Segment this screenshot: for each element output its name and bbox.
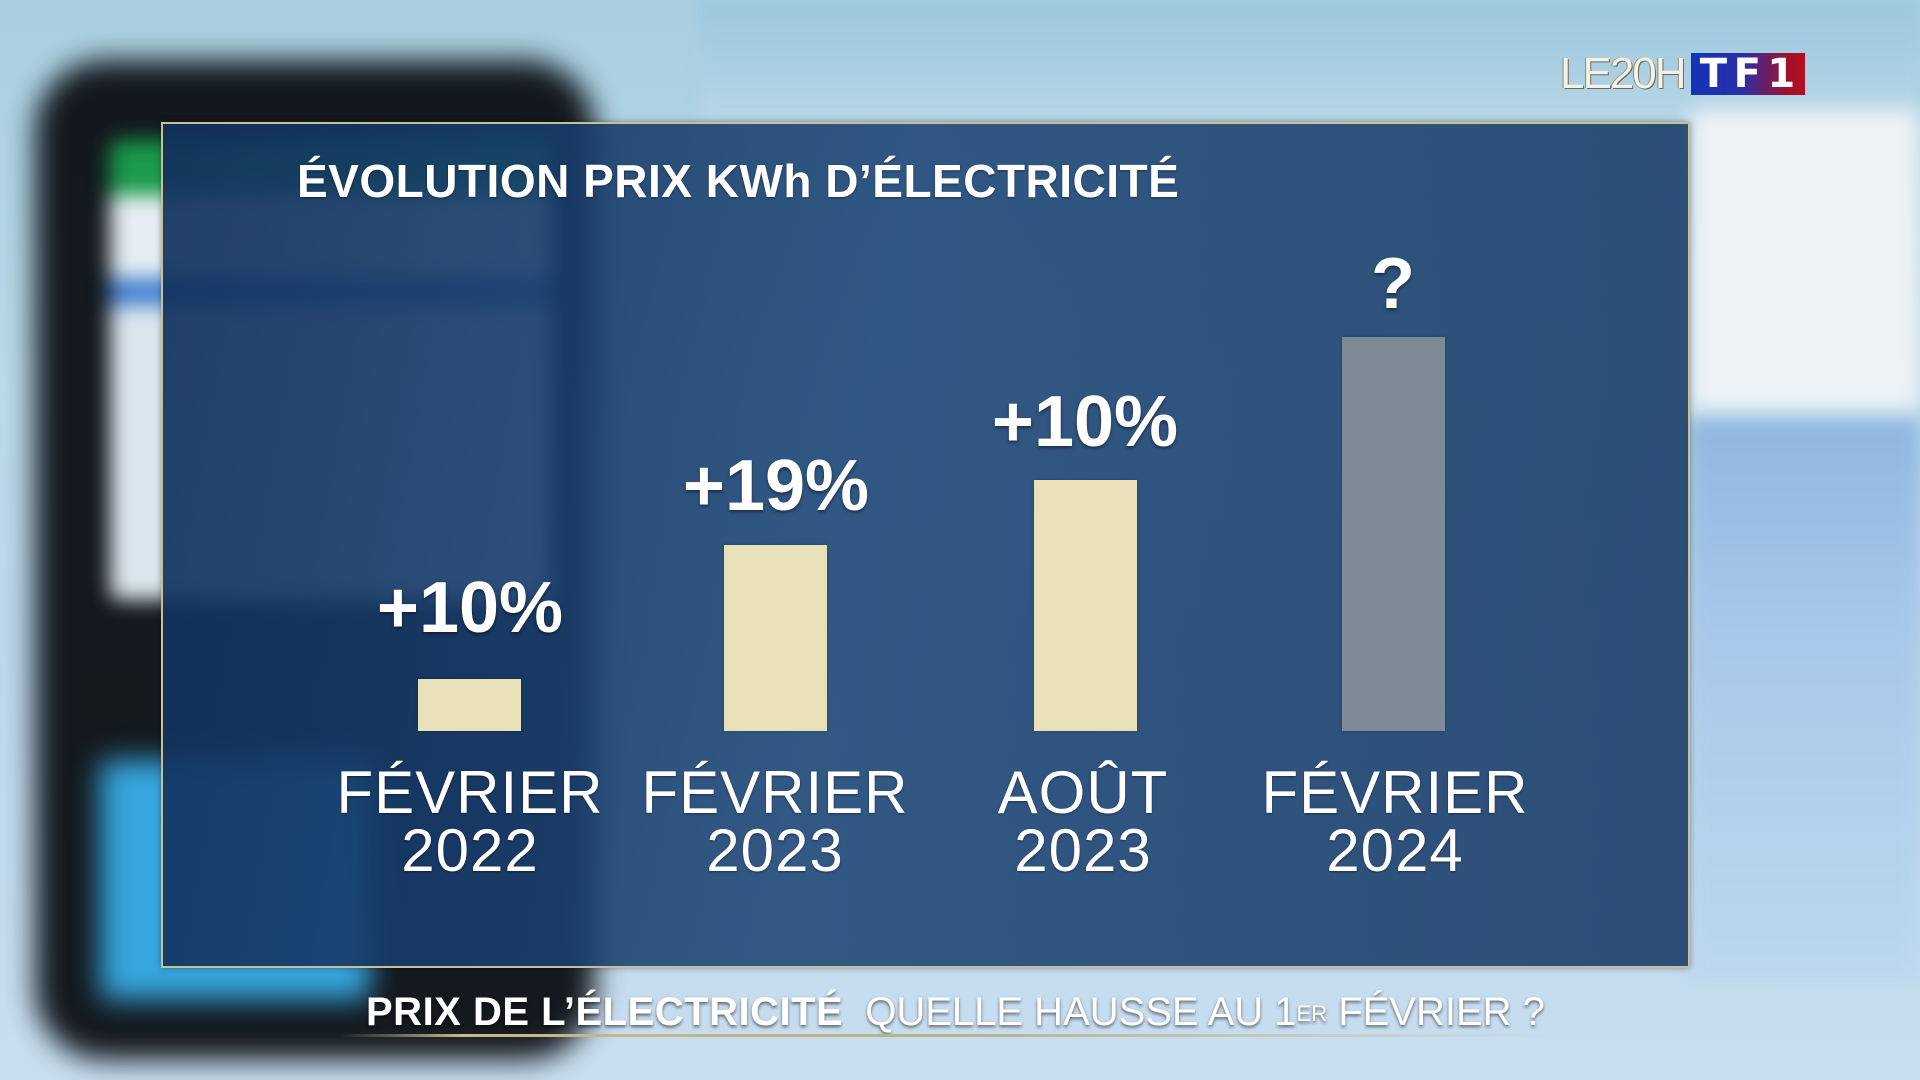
bar-fevrier-2022 — [418, 679, 521, 731]
banner-question-pre: QUELLE HAUSSE AU 1 — [865, 990, 1297, 1034]
bar-aout-2023 — [1034, 480, 1137, 731]
tf1-letter-f: F — [1733, 51, 1761, 97]
value-label-1: +10% — [376, 568, 564, 648]
lower-third-banner: PRIX DE L’ÉLECTRICITÉ QUELLE HAUSSE AU 1E… — [366, 990, 1545, 1034]
value-label-2: +19% — [682, 446, 870, 526]
category-label-1-year: 2022 — [401, 817, 539, 884]
banner-question-post: FÉVRIER ? — [1327, 990, 1545, 1034]
bar-fevrier-2023 — [724, 545, 827, 731]
chart-title: ÉVOLUTION PRIX KWh D’ÉLECTRICITÉ — [297, 155, 1180, 207]
banner-topic: PRIX DE L’ÉLECTRICITÉ — [366, 990, 844, 1034]
banner-underline — [340, 1034, 1560, 1037]
banner-question-sup: ER — [1296, 1001, 1328, 1026]
channel-logo: LE20H T F 1 — [1560, 49, 1805, 98]
program-logo: LE20H — [1560, 49, 1687, 98]
category-label-4-month: FÉVRIER — [1261, 759, 1529, 826]
category-label-3-month: AOÛT — [997, 759, 1169, 826]
category-label-1: FÉVRIER 2022 — [310, 759, 630, 884]
category-label-4-year: 2024 — [1326, 817, 1464, 884]
tf1-letter-1: 1 — [1767, 51, 1796, 97]
value-label-4-unknown: ? — [1371, 244, 1415, 324]
background-document — [1690, 110, 1920, 410]
category-label-2-year: 2023 — [706, 817, 844, 884]
chart-panel: ÉVOLUTION PRIX KWh D’ÉLECTRICITÉ +10% FÉ… — [161, 122, 1690, 968]
tf1-logo: T F 1 — [1690, 51, 1805, 97]
tf1-letter-t: T — [1699, 51, 1728, 97]
category-label-3-year: 2023 — [1014, 817, 1152, 884]
category-label-2-month: FÉVRIER — [641, 759, 909, 826]
category-label-3: AOÛT 2023 — [923, 759, 1243, 884]
value-label-3: +10% — [991, 382, 1179, 462]
banner-question: QUELLE HAUSSE AU 1ER FÉVRIER ? — [865, 990, 1545, 1034]
category-label-1-month: FÉVRIER — [336, 759, 604, 826]
background-document-lower — [1690, 420, 1920, 980]
category-label-4: FÉVRIER 2024 — [1235, 759, 1555, 884]
bar-fevrier-2024 — [1342, 337, 1445, 731]
category-label-2: FÉVRIER 2023 — [615, 759, 935, 884]
